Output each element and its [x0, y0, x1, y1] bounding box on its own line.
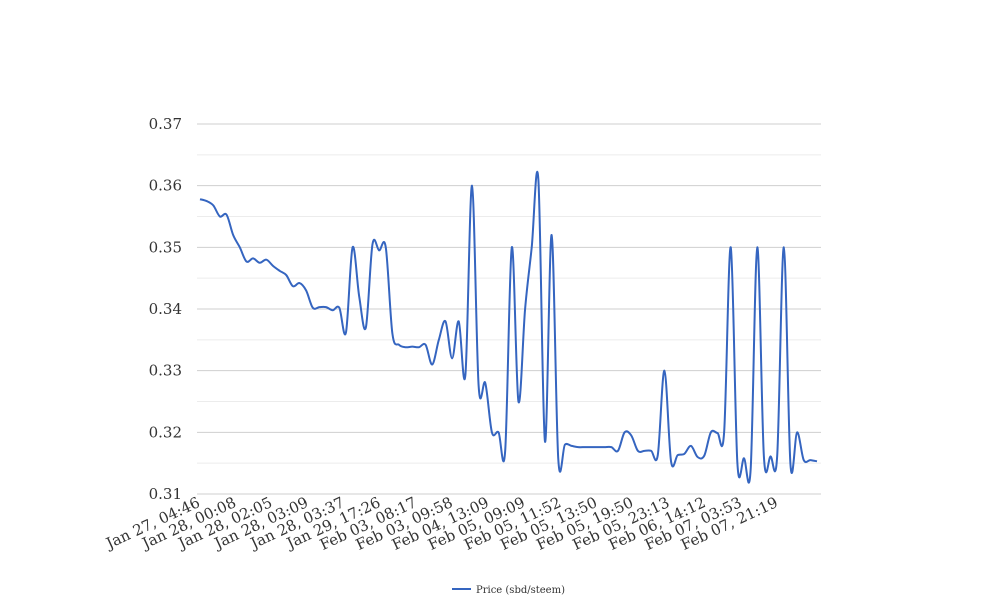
y-tick-label: 0.31	[149, 485, 182, 503]
legend-label: Price (sbd/steem)	[476, 585, 565, 596]
series-line-price[interactable]	[199, 170, 818, 484]
y-tick-label: 0.33	[149, 362, 182, 380]
y-tick-label: 0.37	[149, 115, 182, 133]
y-axis-tick-labels: 0.31 0.32 0.33 0.34 0.35 0.36 0.37	[149, 115, 182, 503]
y-tick-label: 0.35	[149, 238, 182, 256]
y-tick-label: 0.36	[149, 177, 182, 195]
series-lines	[199, 170, 818, 484]
y-tick-label: 0.34	[149, 300, 182, 318]
y-tick-label: 0.32	[149, 423, 182, 441]
legend[interactable]: Price (sbd/steem)	[452, 585, 565, 596]
